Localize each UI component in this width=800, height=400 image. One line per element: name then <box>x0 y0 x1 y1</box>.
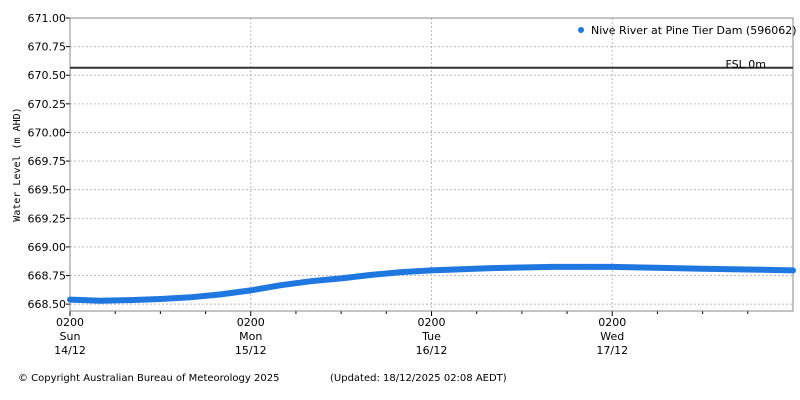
y-tick-label: 668.50 <box>28 298 67 311</box>
y-tick-label: 669.00 <box>28 241 67 254</box>
fsl-reference-label: FSL 0m <box>726 58 766 71</box>
copyright-text: © Copyright Australian Bureau of Meteoro… <box>18 373 280 384</box>
series-point <box>248 288 253 293</box>
x-tick-day-label: Sun <box>60 330 81 343</box>
series-point <box>338 276 344 281</box>
series-point <box>519 265 525 270</box>
y-tick-label: 669.75 <box>28 155 67 168</box>
series-point <box>459 267 464 272</box>
x-tick-day-label: Mon <box>239 330 262 343</box>
y-tick-label: 670.25 <box>28 98 67 111</box>
x-tick-date-label: 15/12 <box>235 344 267 357</box>
series-point <box>670 265 675 271</box>
series-point <box>399 269 404 275</box>
updated-timestamp: (Updated: 18/12/2025 02:08 AEDT) <box>330 373 507 384</box>
plot-frame <box>69 17 794 312</box>
x-tick-day-label: Tue <box>421 330 441 343</box>
series-point <box>760 267 766 272</box>
x-tick-date-label: 16/12 <box>416 344 448 357</box>
series-point <box>218 292 223 297</box>
y-tick-label: 670.50 <box>28 69 67 82</box>
x-tick-day-label: Wed <box>600 330 624 343</box>
y-tick-label: 669.50 <box>28 184 67 197</box>
series-point <box>489 265 494 271</box>
series-point <box>128 297 133 303</box>
x-tick-time-label: 0200 <box>598 316 626 329</box>
series-point <box>579 264 585 270</box>
y-tick-label: 668.75 <box>28 270 67 283</box>
series-point <box>790 268 796 273</box>
series-point <box>700 266 705 271</box>
x-tick-date-label: 14/12 <box>54 344 86 357</box>
series-point <box>67 297 73 302</box>
x-tick-time-label: 0200 <box>418 316 446 329</box>
series-point <box>308 279 314 284</box>
series-point <box>730 267 735 272</box>
y-tick-label: 671.00 <box>28 12 67 25</box>
y-tick-label: 670.75 <box>28 41 67 54</box>
series-point <box>278 283 284 288</box>
x-tick-date-label: 17/12 <box>596 344 628 357</box>
series-point <box>369 272 374 278</box>
series-point <box>97 298 103 303</box>
y-tick-label: 670.00 <box>28 126 67 139</box>
x-tick-time-label: 0200 <box>237 316 265 329</box>
legend-label: Nive River at Pine Tier Dam (596062) <box>591 24 797 37</box>
series-point <box>549 264 555 270</box>
y-tick-label: 669.25 <box>28 212 67 225</box>
series-point <box>158 296 163 302</box>
y-axis-label: Water Level (m AHD) <box>12 107 23 221</box>
legend-marker <box>578 27 584 33</box>
series-point <box>610 264 615 270</box>
series-point <box>429 268 434 273</box>
series-point <box>640 265 645 270</box>
x-tick-time-label: 0200 <box>56 316 84 329</box>
series-point <box>188 295 193 300</box>
